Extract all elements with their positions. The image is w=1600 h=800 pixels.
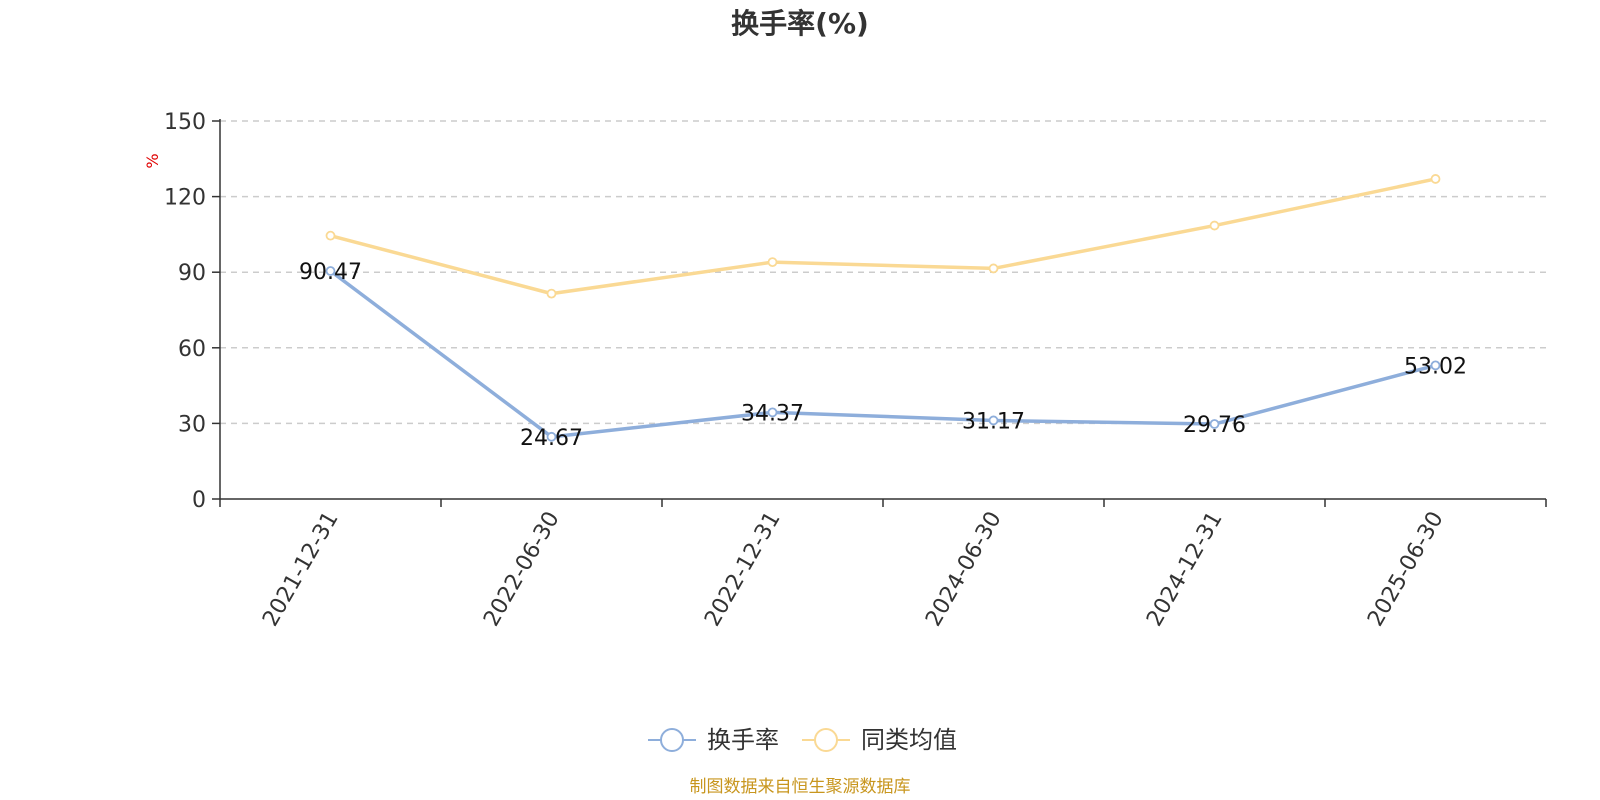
legend-circle-peer-average-icon (814, 728, 838, 752)
y-tick-label-0: 0 (192, 488, 206, 513)
y-tick-label-90: 90 (178, 261, 206, 286)
data-label-2: 34.37 (741, 401, 804, 426)
series-line-0 (328, 269, 1438, 439)
x-tick-label-2024-12-31: 2024-12-31 (1142, 508, 1228, 631)
series-1-point-1 (546, 288, 557, 299)
y-tick-label-60: 60 (178, 337, 206, 362)
y-tick-label-30: 30 (178, 412, 206, 437)
x-tick-label-2022-06-30: 2022-06-30 (479, 508, 565, 631)
y-tick-label-150: 150 (164, 110, 206, 135)
data-source-note: 制图数据来自恒生聚源数据库 (690, 777, 911, 797)
legend-label-turnover: 换手率 (707, 726, 779, 754)
series-1-point-2 (767, 257, 778, 268)
y-tick-label-120: 120 (164, 186, 206, 211)
series-0-point-5 (1430, 360, 1441, 371)
legend-circle-turnover-icon (660, 728, 684, 752)
series-lines (325, 174, 1441, 442)
data-label-5: 53.02 (1404, 354, 1467, 379)
series-1-point-3 (988, 263, 999, 274)
series-0-point-4 (1209, 419, 1220, 429)
legend[interactable]: 换手率 同类均值 (648, 726, 957, 754)
legend-item-peer-average[interactable]: 同类均值 (802, 726, 957, 754)
data-label-0: 90.47 (299, 260, 362, 285)
data-label-3: 31.17 (962, 409, 1025, 434)
data-label-4: 29.76 (1183, 413, 1246, 438)
series-line-1 (328, 177, 1438, 296)
data-labels: 90.47 24.67 34.37 31.17 29.76 53.02 (299, 260, 1467, 451)
legend-label-peer-average: 同类均值 (861, 726, 957, 754)
x-tick-label-2021-12-31: 2021-12-31 (258, 508, 344, 631)
y-axis-unit-label: % (143, 153, 162, 168)
data-label-1: 24.67 (520, 426, 583, 451)
series-1-point-5 (1430, 174, 1441, 184)
series-1-point-0 (325, 230, 336, 241)
series-0-point-1 (546, 431, 557, 442)
series-0-point-3 (988, 415, 999, 426)
x-tick-label-2024-06-30: 2024-06-30 (921, 508, 1007, 631)
series-0-point-2 (767, 407, 778, 418)
series-1-point-4 (1209, 220, 1220, 231)
chart-title: 换手率(%) (731, 7, 869, 40)
series-0-point-0 (325, 266, 336, 276)
legend-item-turnover[interactable]: 换手率 (648, 726, 779, 754)
x-tick-label-2025-06-30: 2025-06-30 (1363, 508, 1449, 631)
x-tick-label-2022-12-31: 2022-12-31 (700, 508, 786, 631)
gridlines (220, 120, 1546, 425)
axes: 0 30 60 90 120 150 2021-12-31 2022-06-30 2022-12… (164, 110, 1547, 631)
